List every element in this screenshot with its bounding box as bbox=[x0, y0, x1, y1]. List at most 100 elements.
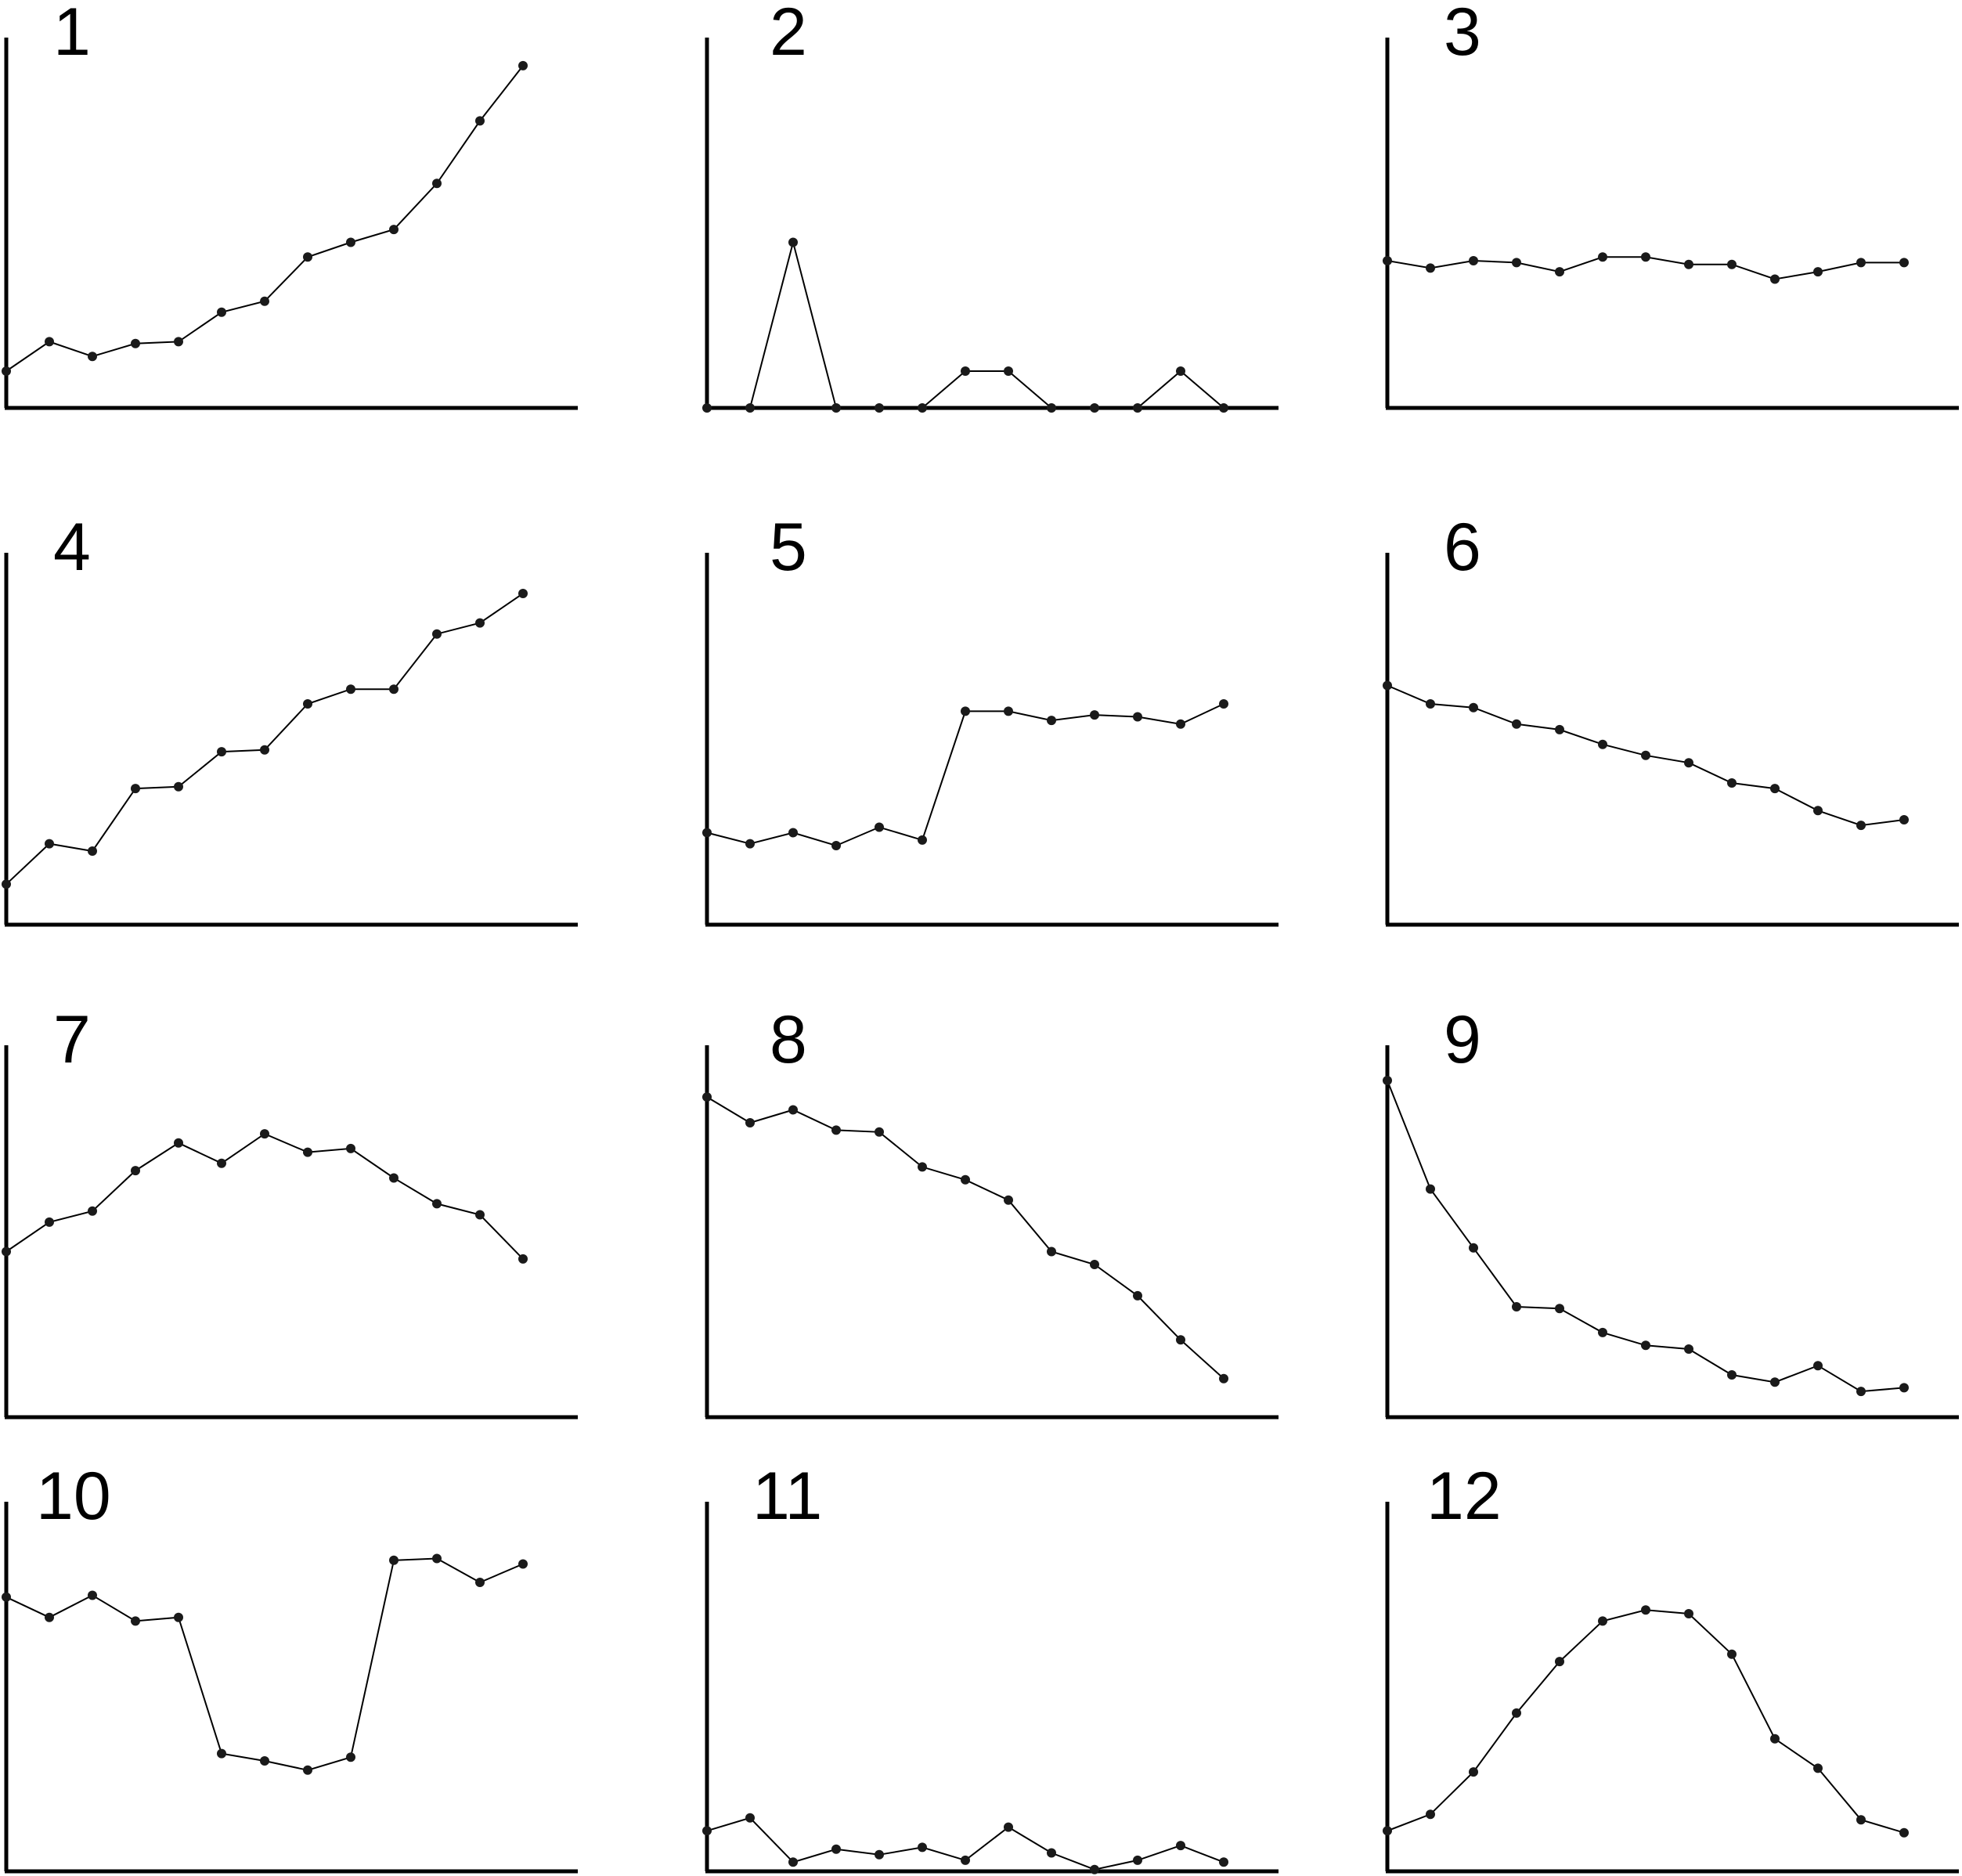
data-point-9-7 bbox=[1641, 1340, 1650, 1351]
chart-panel-1: 1 bbox=[2, 0, 578, 410]
data-point-11-10 bbox=[1090, 1864, 1099, 1874]
data-point-7-11 bbox=[432, 1199, 442, 1209]
series-line-12 bbox=[1387, 1609, 1905, 1834]
panel-number-6: 6 bbox=[1444, 510, 1481, 585]
data-point-3-4 bbox=[1512, 258, 1521, 268]
data-point-1-3 bbox=[88, 352, 97, 362]
data-point-12-1 bbox=[1383, 1826, 1392, 1836]
panel-number-9: 9 bbox=[1444, 1002, 1481, 1077]
data-point-3-12 bbox=[1856, 258, 1866, 268]
data-point-2-8 bbox=[1004, 366, 1013, 376]
data-point-2-13 bbox=[1219, 403, 1228, 413]
data-point-4-12 bbox=[475, 618, 485, 628]
data-point-6-12 bbox=[1856, 821, 1866, 831]
data-point-12-13 bbox=[1899, 1827, 1909, 1838]
chart-panel-2: 2 bbox=[702, 0, 1279, 413]
series-line-7 bbox=[5, 1132, 524, 1260]
data-point-10-8 bbox=[303, 1765, 312, 1775]
data-point-11-1 bbox=[702, 1826, 712, 1836]
data-point-6-5 bbox=[1555, 724, 1564, 734]
data-point-6-13 bbox=[1899, 815, 1909, 824]
data-point-5-13 bbox=[1219, 699, 1228, 709]
data-point-11-7 bbox=[961, 1855, 970, 1865]
data-point-9-9 bbox=[1727, 1370, 1737, 1380]
data-point-11-9 bbox=[1047, 1848, 1056, 1858]
data-point-1-12 bbox=[475, 116, 485, 126]
chart-panel-3: 3 bbox=[1383, 0, 1959, 410]
data-point-10-4 bbox=[131, 1616, 140, 1626]
data-point-9-13 bbox=[1899, 1383, 1909, 1393]
data-point-4-7 bbox=[260, 745, 269, 755]
data-point-1-1 bbox=[2, 366, 11, 376]
data-point-5-11 bbox=[1133, 712, 1142, 722]
data-point-8-8 bbox=[1004, 1195, 1013, 1205]
chart-panel-4: 4 bbox=[2, 510, 578, 927]
data-point-8-7 bbox=[961, 1174, 970, 1185]
data-point-10-2 bbox=[45, 1612, 54, 1622]
data-point-2-7 bbox=[961, 366, 970, 376]
data-point-2-6 bbox=[918, 403, 927, 413]
series-line-4 bbox=[5, 593, 524, 886]
data-point-4-8 bbox=[303, 699, 312, 709]
data-point-2-3 bbox=[788, 237, 798, 247]
data-point-7-10 bbox=[389, 1173, 399, 1183]
data-point-12-10 bbox=[1770, 1733, 1780, 1744]
data-point-2-12 bbox=[1176, 366, 1185, 376]
panel-number-3: 3 bbox=[1444, 0, 1481, 70]
data-point-6-3 bbox=[1469, 702, 1478, 713]
data-point-9-1 bbox=[1383, 1076, 1392, 1085]
data-point-8-5 bbox=[875, 1127, 884, 1137]
data-point-2-9 bbox=[1047, 403, 1056, 413]
data-point-5-4 bbox=[831, 841, 841, 850]
data-point-1-5 bbox=[174, 337, 183, 347]
data-point-12-8 bbox=[1684, 1609, 1693, 1618]
data-point-3-6 bbox=[1598, 252, 1607, 262]
data-point-8-12 bbox=[1176, 1335, 1185, 1345]
data-point-7-4 bbox=[131, 1166, 140, 1176]
data-point-4-9 bbox=[346, 684, 355, 694]
panel-number-2: 2 bbox=[770, 0, 807, 70]
data-point-5-10 bbox=[1090, 710, 1099, 720]
data-point-12-4 bbox=[1512, 1708, 1521, 1718]
data-point-1-7 bbox=[260, 296, 269, 306]
data-point-7-2 bbox=[45, 1217, 54, 1227]
data-point-7-12 bbox=[475, 1210, 485, 1220]
data-point-2-2 bbox=[745, 403, 755, 413]
data-point-11-4 bbox=[831, 1844, 841, 1854]
data-point-8-4 bbox=[831, 1125, 841, 1135]
data-point-11-3 bbox=[788, 1857, 798, 1867]
data-point-9-4 bbox=[1512, 1302, 1521, 1311]
panel-number-4: 4 bbox=[53, 510, 91, 585]
data-point-12-3 bbox=[1469, 1767, 1478, 1777]
data-point-9-2 bbox=[1426, 1184, 1435, 1194]
data-point-6-7 bbox=[1641, 750, 1650, 760]
data-point-4-5 bbox=[174, 781, 183, 792]
data-point-11-11 bbox=[1133, 1855, 1142, 1865]
data-point-10-5 bbox=[174, 1612, 183, 1622]
data-point-2-5 bbox=[875, 403, 884, 413]
panel-number-12: 12 bbox=[1426, 1459, 1502, 1534]
data-point-7-8 bbox=[303, 1147, 312, 1157]
data-point-5-5 bbox=[875, 822, 884, 832]
data-point-11-5 bbox=[875, 1849, 884, 1860]
data-point-9-10 bbox=[1770, 1377, 1780, 1387]
chart-panel-9: 9 bbox=[1383, 1002, 1959, 1420]
data-point-1-4 bbox=[131, 338, 140, 348]
data-point-7-7 bbox=[260, 1129, 269, 1139]
chart-panel-10: 10 bbox=[2, 1459, 578, 1874]
data-point-6-9 bbox=[1727, 778, 1737, 788]
data-point-4-6 bbox=[217, 747, 226, 757]
data-point-10-13 bbox=[518, 1559, 528, 1569]
series-line-10 bbox=[5, 1557, 524, 1771]
data-point-6-4 bbox=[1512, 719, 1521, 729]
data-point-8-13 bbox=[1219, 1373, 1228, 1384]
chart-panel-7: 7 bbox=[2, 1002, 578, 1420]
data-point-11-6 bbox=[918, 1842, 927, 1853]
series-line-1 bbox=[5, 65, 524, 372]
data-point-6-11 bbox=[1813, 806, 1823, 816]
panel-number-5: 5 bbox=[770, 510, 807, 585]
data-point-4-10 bbox=[389, 684, 399, 694]
data-point-7-1 bbox=[2, 1246, 11, 1257]
data-point-8-11 bbox=[1133, 1290, 1142, 1301]
data-point-2-1 bbox=[702, 403, 712, 413]
